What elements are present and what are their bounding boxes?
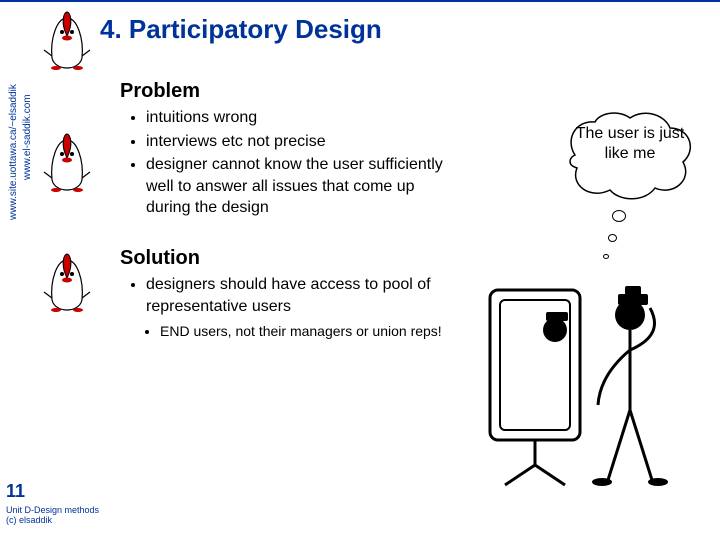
thought-dot-icon bbox=[603, 254, 609, 259]
list-item: interviews etc not precise bbox=[146, 131, 460, 153]
page-number: 11 bbox=[6, 481, 25, 502]
content-area: Problem intuitions wrong interviews etc … bbox=[120, 80, 460, 339]
list-item: intuitions wrong bbox=[146, 107, 460, 129]
mascot-icon bbox=[42, 130, 92, 192]
top-border bbox=[0, 0, 720, 2]
solution-sublist: END users, not their managers or union r… bbox=[120, 323, 460, 339]
thought-text: The user is just like me bbox=[565, 110, 695, 178]
thought-dot-icon bbox=[608, 234, 617, 242]
list-item: designers should have access to pool of … bbox=[146, 274, 460, 317]
page-title: 4. Participatory Design bbox=[100, 14, 382, 45]
solution-list: designers should have access to pool of … bbox=[120, 274, 460, 317]
solution-block: Solution designers should have access to… bbox=[120, 247, 460, 339]
sidebar-url-2: www.el-saddik.com bbox=[22, 94, 33, 180]
mascot-icon bbox=[42, 250, 92, 312]
list-item: designer cannot know the user sufficient… bbox=[146, 154, 460, 219]
mascot-icon bbox=[42, 8, 92, 70]
problem-heading: Problem bbox=[120, 80, 460, 103]
list-item: END users, not their managers or union r… bbox=[160, 323, 460, 339]
thought-bubble: The user is just like me bbox=[565, 110, 695, 178]
problem-list: intuitions wrong interviews etc not prec… bbox=[120, 107, 460, 219]
mirror-figure-icon bbox=[480, 280, 710, 505]
footer-line-1: Unit D-Design methods bbox=[6, 505, 99, 515]
problem-block: Problem intuitions wrong interviews etc … bbox=[120, 80, 460, 219]
sidebar-url-1: www.site.uottawa.ca/~elsaddik bbox=[8, 84, 19, 220]
solution-heading: Solution bbox=[120, 247, 460, 270]
footer-line-2: (c) elsaddik bbox=[6, 515, 52, 525]
thought-dot-icon bbox=[612, 210, 626, 222]
footer-text: Unit D-Design methods (c) elsaddik bbox=[6, 506, 99, 526]
